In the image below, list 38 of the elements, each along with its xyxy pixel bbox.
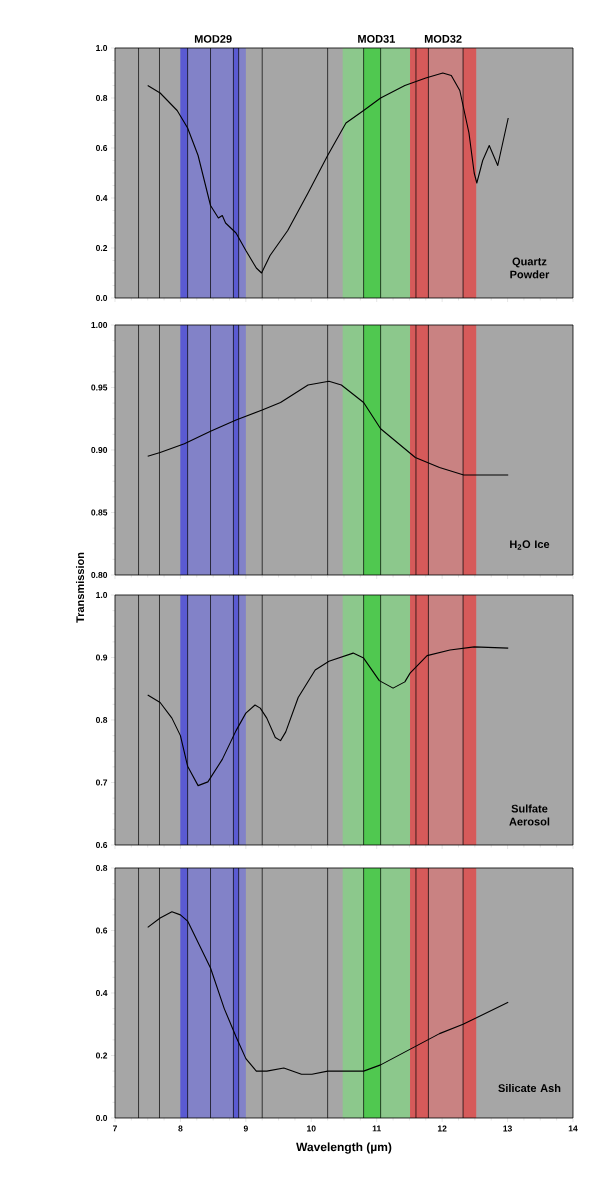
y-tick-label: 1.0 xyxy=(96,591,108,598)
y-tick-label: 0.6 xyxy=(95,841,108,848)
y-tick-label: 0.2 xyxy=(95,244,108,251)
y-tick-label: 0.4 xyxy=(95,989,108,996)
annotation: H$_{2}$O Ice xyxy=(510,540,550,550)
y-tick-label: 0.8 xyxy=(95,864,108,871)
band-label: MOD31 xyxy=(358,35,396,43)
y-tick-label: 0.95 xyxy=(91,384,108,391)
annotation: Silicate Ash xyxy=(498,1083,561,1093)
y-tick-label: 0.6 xyxy=(95,145,108,151)
y-tick-label: 0.2 xyxy=(95,1052,108,1059)
annotation: Sulfate Aerosol xyxy=(509,804,550,826)
y-axis-title: Transmission xyxy=(75,552,85,623)
x-tick-label: 7 xyxy=(112,1125,117,1132)
x-tick-label: 10 xyxy=(307,1125,316,1132)
x-tick-label: 13 xyxy=(503,1125,512,1132)
band-label: MOD32 xyxy=(424,35,462,43)
x-tick-label: 14 xyxy=(568,1125,578,1132)
y-tick-label: 0.0 xyxy=(95,1114,108,1121)
y-tick-label: 0.6 xyxy=(95,927,108,934)
y-tick-label: 0.0 xyxy=(95,294,108,301)
y-tick-label: 0.8 xyxy=(95,95,108,101)
y-tick-label: 0.4 xyxy=(95,195,108,201)
y-tick-label: 0.8 xyxy=(95,716,108,723)
y-tick-label: 0.90 xyxy=(91,446,108,453)
x-tick-label: 8 xyxy=(178,1125,183,1132)
x-tick-label: 12 xyxy=(437,1125,447,1132)
y-tick-label: 1.00 xyxy=(91,321,108,328)
annotation: Quartz Powder xyxy=(510,257,550,279)
y-tick-label: 1.0 xyxy=(96,45,108,51)
y-tick-label: 0.7 xyxy=(95,779,108,786)
band-label: MOD29 xyxy=(194,35,232,43)
y-tick-label: 0.80 xyxy=(91,571,108,578)
y-tick-label: 0.85 xyxy=(91,509,108,516)
x-axis-title: Wavelength (µm) xyxy=(296,1142,392,1154)
x-tick-label: 11 xyxy=(372,1125,381,1132)
x-tick-label: 9 xyxy=(243,1125,248,1132)
y-tick-label: 0.9 xyxy=(95,654,108,661)
